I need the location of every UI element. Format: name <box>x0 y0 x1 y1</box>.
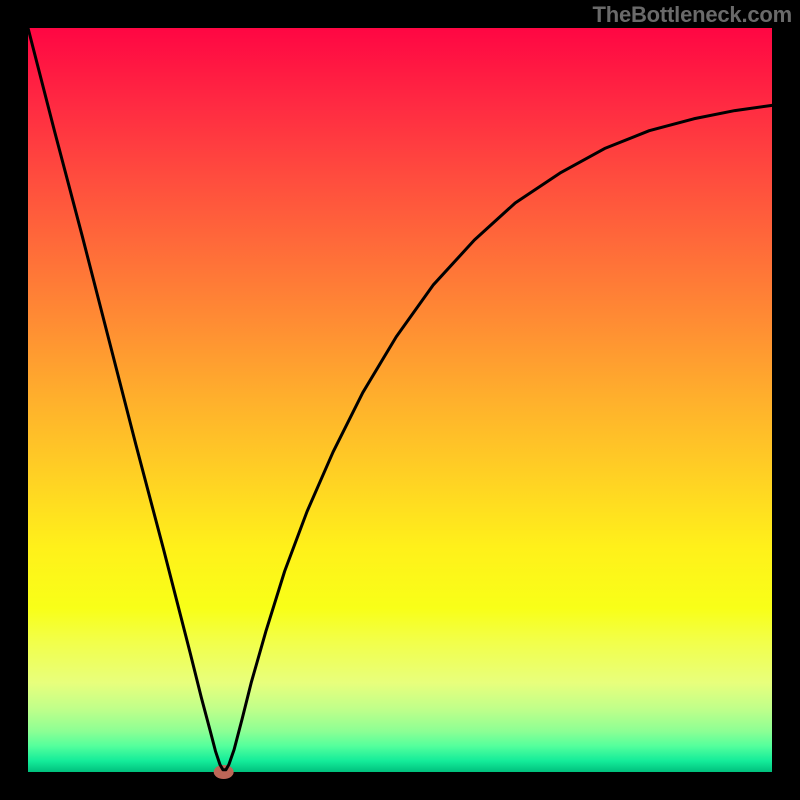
chart-svg <box>0 0 800 800</box>
chart-background <box>28 28 772 772</box>
minimum-marker <box>214 765 234 779</box>
watermark-text: TheBottleneck.com <box>592 2 792 28</box>
chart-stage: TheBottleneck.com <box>0 0 800 800</box>
